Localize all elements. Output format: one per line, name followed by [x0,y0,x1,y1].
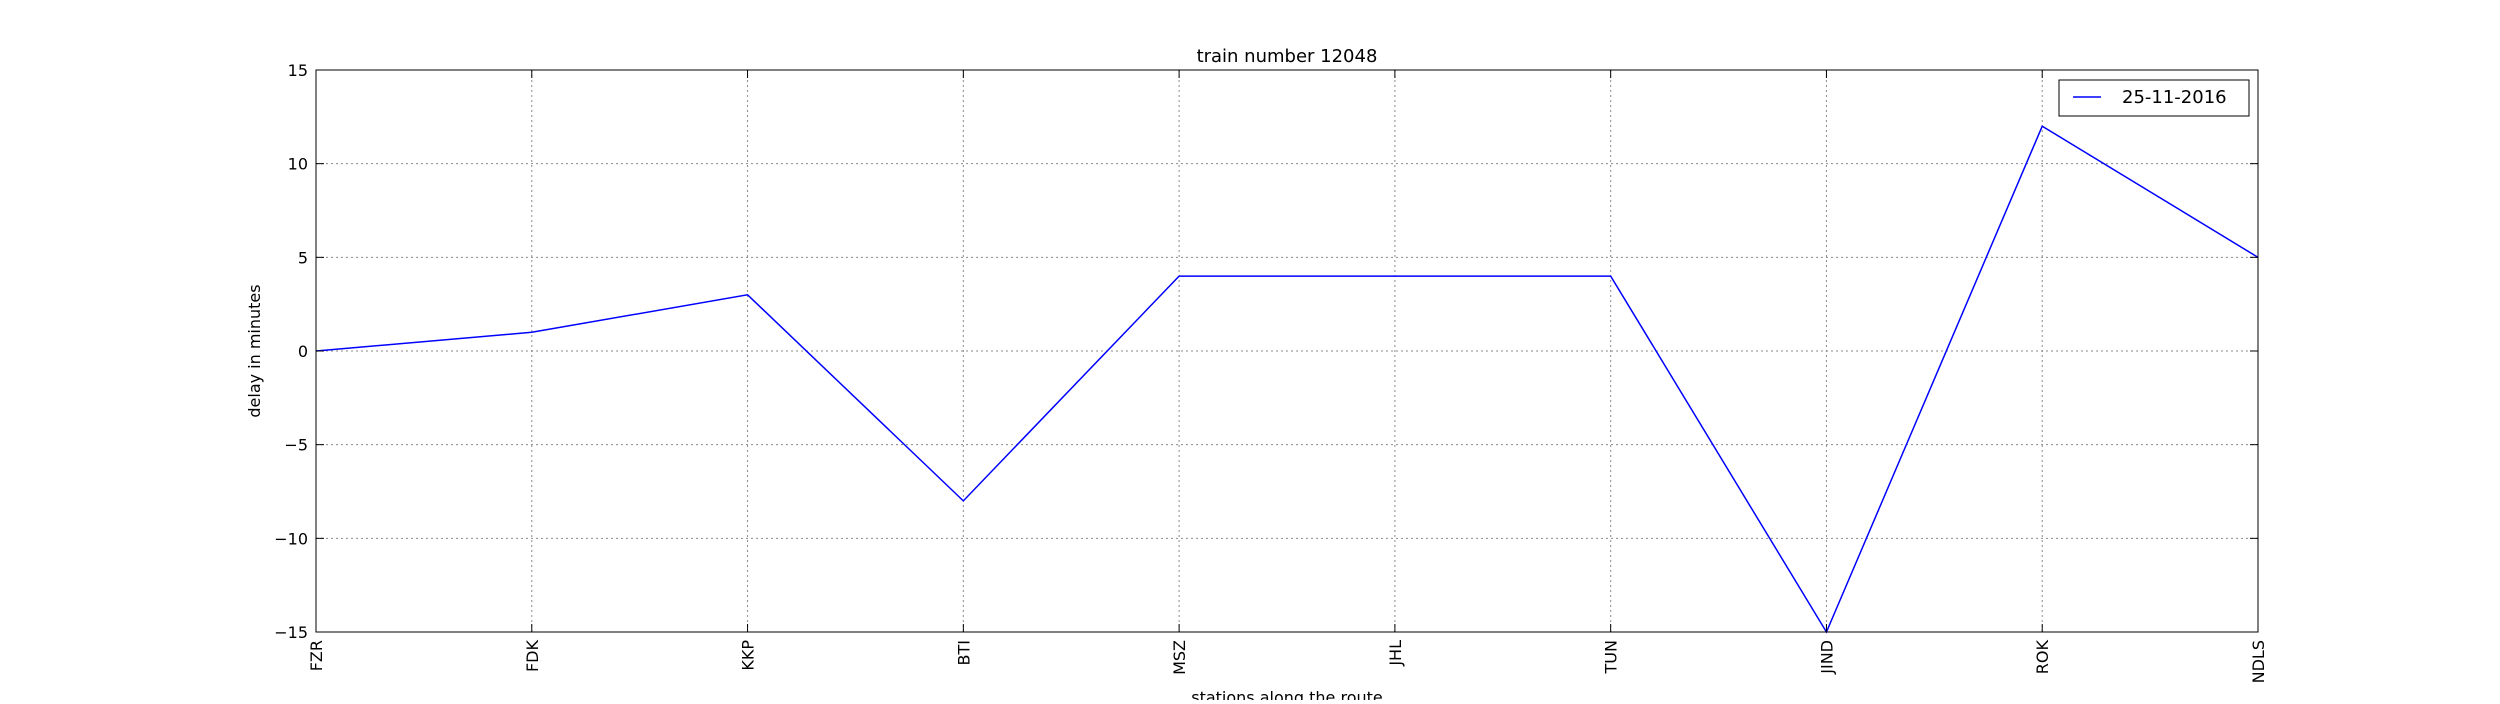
tick-labels-layer: FZR FDK KKP BTI MSZ JHL TUN JIND ROK NDLS −15 −10 −5… [274,61,2268,683]
y-tick-label: 5 [298,248,308,267]
y-tick-label: −5 [284,436,308,455]
y-tick-label: −15 [274,623,308,642]
legend-label-series: 25-11-2016 [2122,87,2227,108]
x-tick-label: BTI [954,640,973,665]
x-tick-label: KKP [739,640,758,671]
legend: 25-11-2016 [2058,79,2250,117]
y-tick-label: −10 [274,529,308,548]
x-tick-label: FZR [307,640,326,671]
x-tick-label: FDK [523,639,542,672]
series-layer [315,125,2259,634]
series-line [315,125,2259,634]
legend-box [2058,79,2250,117]
x-tick-label: JIND [1817,640,1836,675]
x-axis-label: stations along the route [1191,688,1383,700]
chart-title: train number 12048 [1197,46,1378,67]
y-tick-label: 10 [288,155,308,174]
x-tick-label: NDLS [2249,640,2268,683]
x-tick-label: JHL [1386,640,1405,667]
x-tick-label: TUN [1602,640,1621,674]
y-axis-label: delay in minutes [245,284,264,417]
x-tick-label: MSZ [1170,640,1189,675]
x-tick-label: ROK [2033,639,2052,674]
y-tick-label: 0 [298,342,308,361]
y-tick-label: 15 [288,61,308,80]
ticks-layer [315,69,2259,633]
